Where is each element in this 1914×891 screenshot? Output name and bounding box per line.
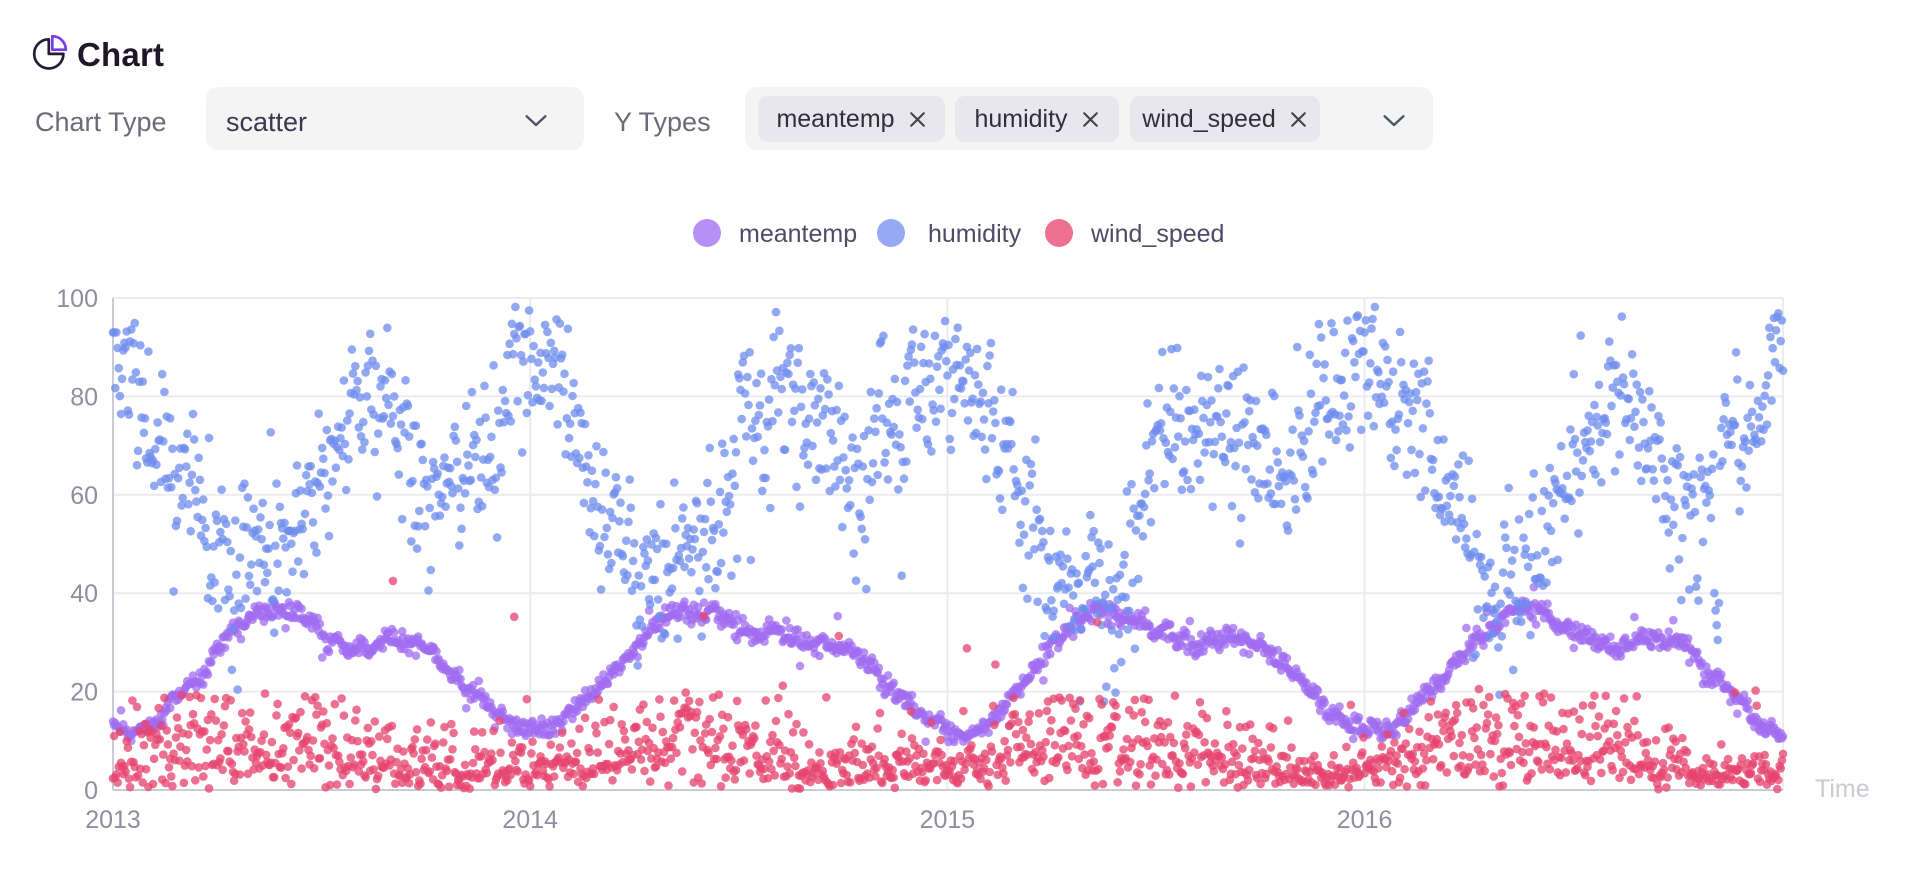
svg-text:100: 100	[56, 285, 98, 313]
svg-text:80: 80	[70, 383, 98, 411]
svg-text:40: 40	[70, 580, 98, 608]
svg-text:Time: Time	[1815, 775, 1870, 803]
svg-text:2015: 2015	[920, 806, 976, 834]
svg-text:meantemp: meantemp	[739, 220, 857, 248]
svg-text:20: 20	[70, 679, 98, 707]
svg-text:60: 60	[70, 482, 98, 510]
svg-text:2013: 2013	[85, 806, 141, 834]
svg-text:2014: 2014	[502, 806, 558, 834]
svg-text:0: 0	[84, 777, 98, 805]
svg-text:wind_speed: wind_speed	[1090, 220, 1224, 248]
svg-text:2016: 2016	[1337, 806, 1393, 834]
svg-text:humidity: humidity	[928, 220, 1022, 248]
